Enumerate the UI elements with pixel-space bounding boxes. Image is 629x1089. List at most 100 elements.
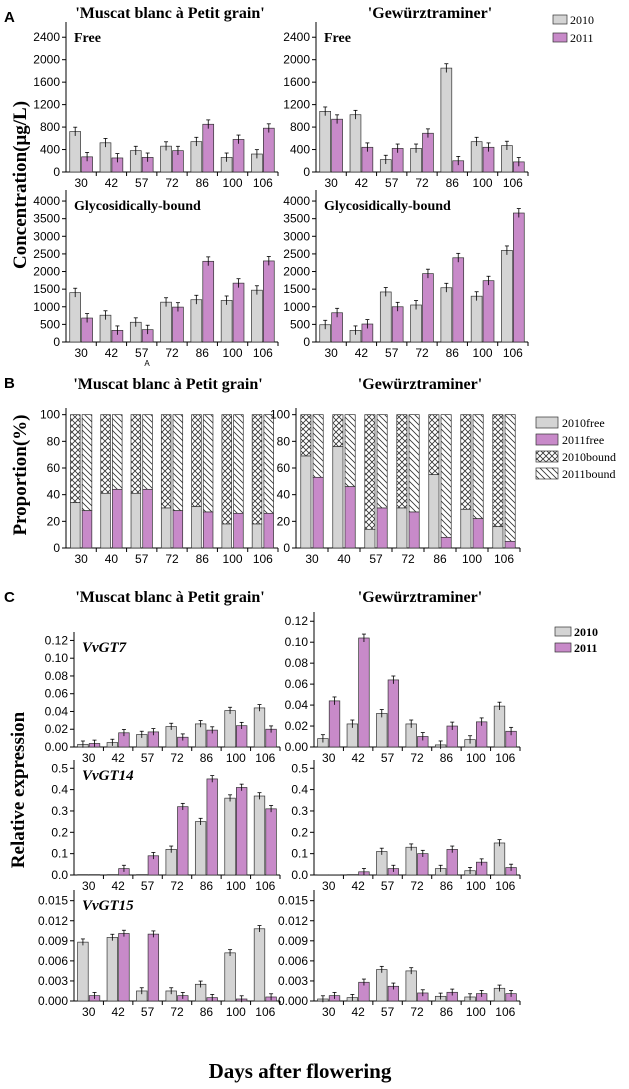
- legend-b: 2010free 2011free 2010bound 2011bound: [535, 416, 616, 481]
- bar-2011free: [344, 486, 356, 549]
- y-tick-label: 1200: [33, 98, 60, 112]
- bar-2010bound: [100, 414, 111, 494]
- x-tick-label: 57: [135, 552, 149, 566]
- bar-2010: [69, 292, 81, 343]
- bar-2010free: [460, 508, 472, 549]
- ylabel-c: Relative expression: [8, 711, 29, 868]
- y-tick-label: 0.04: [285, 698, 309, 712]
- bar-2011: [236, 787, 248, 876]
- heading-b-gewurz: 'Gewürztraminer': [358, 376, 482, 393]
- legend-b-label-2010free: 2010free: [562, 416, 605, 430]
- x-tick-label: 57: [385, 346, 399, 360]
- bar-2010: [190, 141, 203, 173]
- x-tick-label: 30: [322, 1005, 336, 1019]
- legend-a-swatch-2010: [552, 14, 568, 25]
- legend-a-label-2011: 2011: [570, 31, 594, 45]
- bar-2011bound: [472, 414, 484, 520]
- x-tick-label: 106: [255, 751, 275, 765]
- x-tick-label: 86: [433, 552, 447, 566]
- x-tick-label: 57: [381, 879, 395, 893]
- y-tick-label: 0.015: [278, 894, 308, 908]
- subplot-title: VvGT15: [82, 898, 134, 914]
- bar-2010free: [364, 528, 376, 549]
- bar-2011: [391, 306, 404, 343]
- legend-a: 2010 2011: [552, 13, 594, 45]
- bar-2011: [202, 260, 215, 343]
- chart-a_muscat_free: 0 400 800 1200 1600 2000 2400 30 42 57 72 86 100 106 F…: [33, 22, 279, 190]
- bar-2010bound: [191, 414, 202, 508]
- chart-a_muscat_bound: 0 500 1000 1500 2000 2500 3000 3500 4000 30 42 57 72…: [33, 190, 279, 360]
- x-tick-label: 100: [473, 346, 493, 360]
- x-tick-label: 72: [170, 751, 184, 765]
- x-tick-label: 57: [141, 879, 155, 893]
- y-tick-label: 1200: [283, 98, 310, 112]
- x-tick-label: 72: [401, 552, 415, 566]
- y-tick-label: 800: [290, 120, 310, 134]
- legend-c-label-2011: 2011: [574, 641, 597, 655]
- chart-c_gewurz_gt14: 0.0 0.1 0.2 0.3 0.4 0.5 30 42 57 72 86 100 106: [291, 760, 521, 893]
- y-tick-label: 80: [277, 434, 291, 448]
- bar-2011: [177, 806, 189, 876]
- bar-2011: [118, 933, 130, 1002]
- bar-2010: [224, 952, 236, 1002]
- y-tick-label: 0.0: [51, 868, 68, 882]
- subplot-title: Glycosidically-bound: [324, 199, 451, 214]
- x-tick-label: 40: [105, 552, 119, 566]
- bar-2010: [405, 846, 417, 876]
- y-tick-label: 0.08: [45, 669, 69, 683]
- chart-b_muscat: 0 20 40 60 80 100 30 40 57 72 86 100 106: [40, 408, 279, 566]
- heading-c-muscat: 'Muscat blanc à Petit grain': [75, 589, 264, 606]
- x-tick-label: 57: [381, 751, 395, 765]
- bar-2010: [376, 851, 388, 876]
- bar-2011free: [408, 511, 420, 549]
- subplot-title: Free: [74, 31, 101, 46]
- x-tick-label: 72: [165, 552, 179, 566]
- bar-2011: [328, 700, 341, 748]
- x-tick-label: 72: [165, 176, 179, 190]
- y-tick-label: 2000: [283, 53, 310, 67]
- bar-2010: [224, 797, 236, 876]
- y-tick-label: 0.3: [51, 804, 68, 818]
- y-tick-label: 1500: [283, 282, 310, 296]
- bar-2010bound: [364, 414, 376, 530]
- ylabel-b: Proportion(%): [10, 414, 31, 535]
- x-tick-label: 30: [74, 176, 88, 190]
- x-tick-label: 72: [410, 751, 424, 765]
- bar-2010: [349, 114, 362, 173]
- y-tick-label: 0.000: [38, 994, 68, 1008]
- x-tick-label: 100: [223, 176, 243, 190]
- x-tick-label: 86: [196, 176, 210, 190]
- x-tick-label: 30: [74, 346, 88, 360]
- bar-2010: [346, 874, 358, 876]
- bar-2011bound: [81, 414, 93, 512]
- bar-2010bound: [251, 414, 263, 525]
- bar-2010: [410, 304, 422, 343]
- x-tick-label: 106: [494, 552, 514, 566]
- bar-2010free: [70, 502, 81, 549]
- x-tick-label: 100: [473, 176, 493, 190]
- bar-2011bound: [263, 414, 274, 514]
- bar-2010: [317, 874, 329, 876]
- chart-a_gewurz_bound: 0 500 1000 1500 2000 2500 3000 3500 4000 30 42 57 72…: [283, 190, 529, 360]
- bar-2011: [232, 282, 245, 343]
- subplot-title: VvGT14: [82, 768, 134, 784]
- panel-letter-c: C: [4, 589, 15, 606]
- bar-2011bound: [408, 414, 420, 513]
- bar-2010: [376, 969, 388, 1002]
- bar-2011free: [142, 488, 153, 549]
- bar-2010: [69, 131, 81, 173]
- y-tick-label: 20: [47, 514, 61, 528]
- bar-2011: [482, 280, 495, 343]
- x-tick-label: 42: [105, 176, 119, 190]
- y-tick-label: 0.2: [291, 825, 308, 839]
- xlabel: Days after flowering: [209, 1059, 392, 1083]
- x-tick-label: 106: [255, 1005, 275, 1019]
- x-tick-label: 30: [82, 1005, 96, 1019]
- chart-c_muscat_gt15: 0.000 0.003 0.006 0.009 0.012 0.015 30 42 57 72 86…: [38, 890, 281, 1019]
- bar-2011free: [312, 476, 324, 549]
- bar-2011bound: [376, 414, 388, 509]
- chart-c_muscat_gt14: 0.0 0.1 0.2 0.3 0.4 0.5 30 42 57 72 86 100 106 VvGT14: [51, 760, 281, 893]
- y-tick-label: 0.3: [291, 804, 308, 818]
- x-tick-label: 106: [495, 751, 515, 765]
- x-tick-label: 86: [196, 346, 210, 360]
